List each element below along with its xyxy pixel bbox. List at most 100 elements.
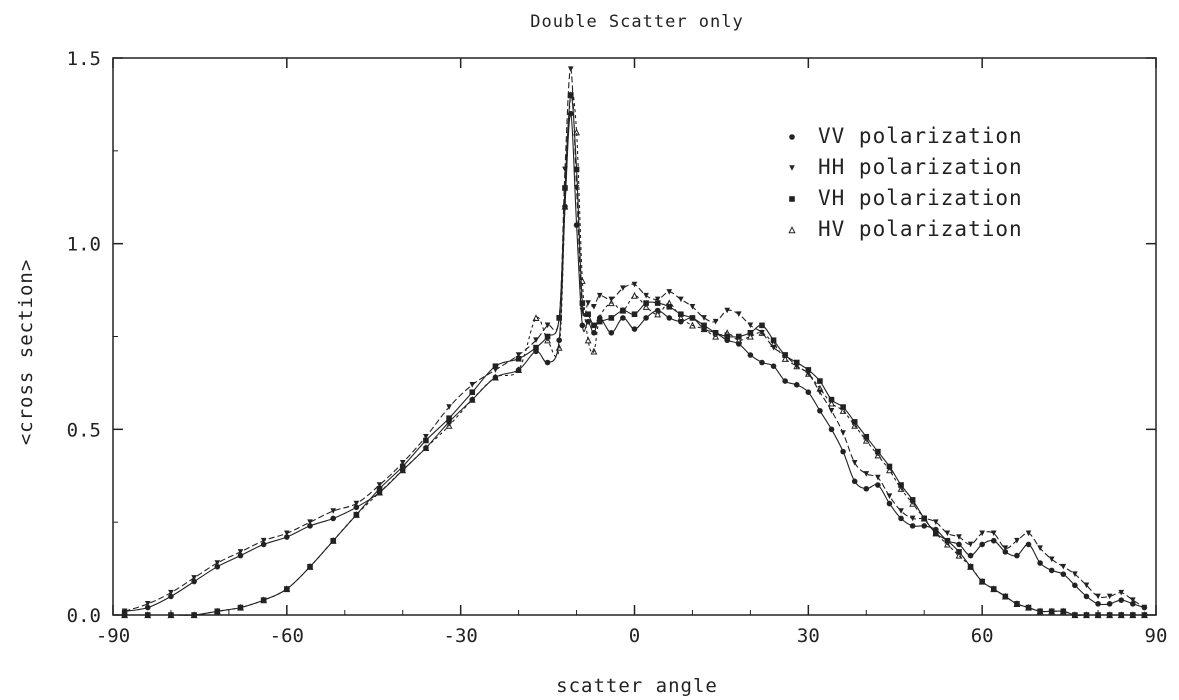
data-point: [1059, 607, 1067, 615]
data-point: [816, 384, 824, 392]
data-point: [191, 575, 197, 581]
data-point: [376, 488, 383, 496]
data-point: [579, 322, 586, 329]
data-point: [1083, 593, 1090, 600]
data-point: [631, 291, 638, 299]
data-point: [1071, 611, 1079, 619]
data-point: [863, 471, 870, 477]
data-point: [978, 577, 986, 585]
data-point: [943, 540, 951, 548]
data-point: [144, 604, 151, 611]
x-tick-label: -30: [444, 625, 478, 647]
data-point: [591, 322, 597, 329]
data-point: [654, 310, 662, 318]
data-point: [446, 415, 452, 421]
data-point: [712, 318, 719, 325]
data-point: [678, 296, 684, 303]
data-point: [1095, 593, 1101, 600]
legend-label: VH polarization: [818, 186, 1023, 210]
data-point: [168, 589, 174, 596]
x-tick-label: 90: [1145, 625, 1168, 647]
data-point: [789, 196, 795, 202]
data-point: [306, 563, 314, 570]
data-point: [591, 329, 597, 336]
x-tick-label: -90: [96, 625, 130, 647]
data-point: [665, 299, 673, 307]
data-point: [399, 459, 406, 466]
data-point: [1141, 611, 1148, 619]
data-point: [1130, 601, 1136, 607]
data-point: [237, 552, 244, 559]
data-point: [689, 315, 696, 321]
data-point: [596, 318, 603, 325]
data-point: [533, 337, 539, 344]
x-tick-label: 60: [971, 625, 994, 647]
data-point: [168, 612, 174, 618]
data-point: [782, 378, 788, 384]
data-point: [1072, 571, 1078, 577]
data-point: [608, 315, 615, 321]
data-point: [642, 303, 650, 310]
data-point: [746, 332, 754, 340]
data-point: [990, 585, 998, 593]
data-point: [353, 511, 360, 518]
data-point: [643, 315, 649, 321]
data-point: [284, 586, 290, 592]
data-point: [862, 436, 870, 444]
data-point: [898, 508, 904, 514]
x-tick-label: 30: [797, 625, 820, 647]
data-point: [770, 363, 777, 370]
data-point: [898, 515, 904, 522]
data-point: [423, 437, 429, 444]
data-point: [555, 343, 563, 351]
data-point: [677, 314, 685, 322]
data-point: [967, 552, 974, 559]
data-point: [1095, 601, 1101, 607]
data-point: [556, 337, 562, 344]
data-point: [190, 611, 198, 619]
data-point: [468, 395, 476, 403]
data-point: [596, 314, 604, 322]
data-point: [851, 478, 858, 485]
data-point: [353, 504, 360, 511]
data-point: [789, 165, 795, 171]
data-point: [967, 563, 974, 570]
data-point: [747, 322, 754, 329]
data-point: [469, 389, 476, 395]
data-point: [422, 444, 430, 451]
data-point: [781, 355, 789, 362]
data-point: [967, 541, 974, 548]
data-point: [886, 500, 893, 507]
data-point: [979, 530, 985, 537]
data-point: [1037, 608, 1043, 615]
series-triangle-down: [121, 66, 1148, 615]
data-point: [585, 318, 591, 325]
data-point: [445, 421, 453, 429]
series-line: [124, 94, 1145, 616]
data-point: [1141, 612, 1148, 618]
data-point: [567, 66, 574, 72]
data-point: [1037, 560, 1043, 566]
data-point: [214, 563, 221, 570]
data-point: [608, 329, 615, 336]
data-point: [423, 433, 429, 440]
data-point: [237, 603, 244, 611]
data-point: [1025, 541, 1032, 548]
data-point: [1106, 601, 1113, 607]
legend-label: HV polarization: [818, 217, 1023, 241]
data-point: [724, 307, 731, 314]
data-point: [828, 399, 835, 407]
data-point: [747, 352, 754, 358]
data-point: [631, 281, 638, 288]
legend-label: HH polarization: [818, 155, 1023, 179]
data-point: [805, 389, 812, 396]
data-point: [1002, 549, 1009, 555]
data-point: [237, 549, 244, 555]
data-point: [544, 322, 551, 329]
data-point: [817, 378, 823, 384]
series-triangle-up: [121, 90, 1148, 619]
data-point: [932, 529, 940, 537]
data-point: [1014, 552, 1020, 559]
data-point: [759, 329, 765, 336]
data-point: [886, 493, 893, 499]
